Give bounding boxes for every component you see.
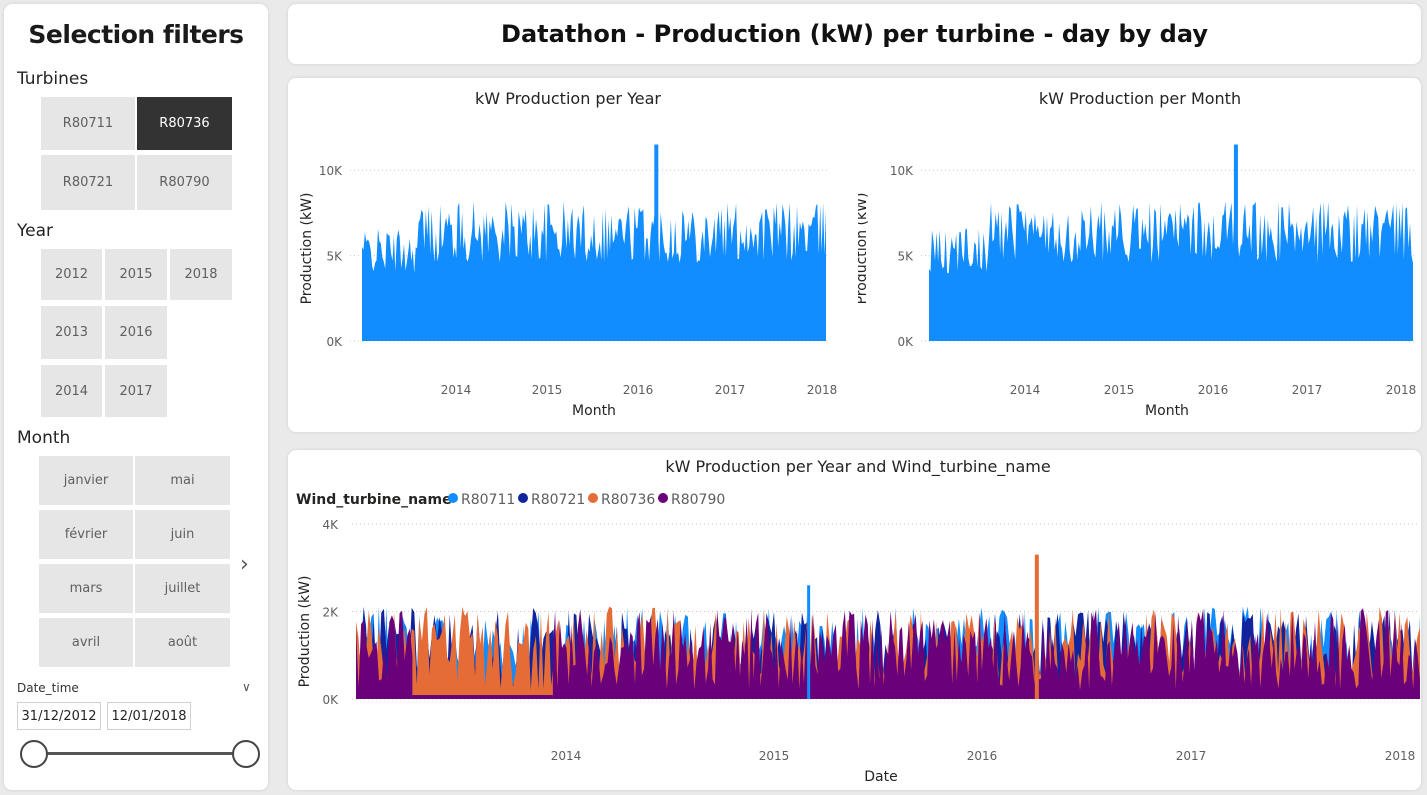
x-tick-label: 2014 [441,383,472,397]
month-tile-aout[interactable]: août [135,618,230,667]
y-tick-label: 0K [322,693,339,707]
x-tick-label: 2015 [759,749,790,763]
date-slider-track[interactable] [34,752,246,755]
month-tile-juillet[interactable]: juillet [135,564,230,613]
x-axis-label: Month [572,403,616,419]
date-slider-start-handle[interactable] [20,740,48,768]
y-axis-label: Production (kW) [299,193,315,305]
y-tick-label: 10K [319,164,343,178]
x-tick-label: 2015 [532,383,563,397]
legend-title: Wind_turbine_name [296,492,452,508]
x-tick-label: 2017 [715,383,746,397]
legend-marker[interactable] [518,493,528,503]
date-time-label: Date_time [17,681,79,695]
legend-label: R80711 [461,492,515,508]
chart-title: kW Production per Year and Wind_turbine_… [665,457,1050,477]
year-tile-2013[interactable]: 2013 [41,306,102,359]
legend-marker[interactable] [658,493,668,503]
production-area[interactable] [929,201,1413,341]
bottom-chart-card: kW Production per Year and Wind_turbine_… [288,450,1421,790]
turbines-label: Turbines [17,69,89,89]
y-tick-label: 4K [322,518,339,532]
x-tick-label: 2017 [1176,749,1207,763]
series-peak-r80711[interactable] [807,585,811,699]
month-label: Month [17,428,71,448]
x-tick-label: 2015 [1104,383,1135,397]
x-tick-label: 2016 [623,383,654,397]
date-start-field[interactable]: 31/12/2012 [17,702,101,730]
y-axis-label: Production (kW) [297,576,313,688]
x-tick-label: 2014 [551,749,582,763]
y-tick-label: 0K [897,335,914,349]
top-charts-card: kW Production per Year 0K 5K 10K 2014 2015 201… [288,78,1421,432]
turbine-tile-r80790[interactable]: R80790 [137,155,232,210]
year-tile-2015[interactable]: 2015 [105,249,167,300]
legend-label: R80790 [671,492,725,508]
filters-panel: Selection filters Turbines R80711 R80736… [4,4,268,790]
x-axis-label: Month [1145,403,1189,419]
chart-title: kW Production per Year [475,89,661,108]
y-tick-label: 5K [326,250,343,264]
year-label: Year [17,221,53,241]
legend-label: R80736 [601,492,655,508]
x-tick-label: 2018 [807,383,838,397]
month-tile-mai[interactable]: mai [135,456,230,505]
chart-production-per-year[interactable]: kW Production per Year 0K 5K 10K 2014 2015 201… [288,78,858,432]
year-tile-2018[interactable]: 2018 [170,249,232,300]
turbine-tile-r80736[interactable]: R80736 [137,97,232,150]
page-title: Datathon - Production (kW) per turbine -… [501,20,1208,48]
x-axis-label: Date [864,769,897,785]
production-peak[interactable] [1233,144,1238,341]
x-tick-label: 2016 [967,749,998,763]
filters-title: Selection filters [28,20,244,49]
title-card: Datathon - Production (kW) per turbine -… [288,4,1421,64]
chart-production-by-turbine[interactable]: kW Production per Year and Wind_turbine_… [288,450,1421,790]
date-slider-end-handle[interactable] [232,740,260,768]
series-area-r80790[interactable] [552,608,1420,699]
date-end-field[interactable]: 12/01/2018 [107,702,191,730]
chevron-right-icon[interactable]: › [240,552,249,577]
production-peak[interactable] [654,144,659,341]
turbine-tile-r80711[interactable]: R80711 [41,97,135,150]
turbine-tile-r80721[interactable]: R80721 [41,155,135,210]
x-tick-label: 2018 [1386,383,1417,397]
year-tile-2014[interactable]: 2014 [41,365,102,417]
x-tick-label: 2014 [1010,383,1041,397]
legend-label: R80721 [531,492,585,508]
y-axis-label: Production (kW) [858,193,870,305]
production-area[interactable] [362,201,826,341]
y-tick-label: 2K [322,606,339,620]
year-tile-2017[interactable]: 2017 [105,365,167,417]
series-baseline-r80790 [412,695,553,699]
chart-title: kW Production per Month [1039,89,1241,108]
chart-production-per-month[interactable]: kW Production per Month 0K 5K 10K 2014 2015 20… [858,78,1421,432]
y-tick-label: 5K [897,250,914,264]
month-tile-fevrier[interactable]: février [39,510,133,559]
x-tick-label: 2016 [1198,383,1229,397]
month-tile-mars[interactable]: mars [39,564,133,613]
year-tile-2012[interactable]: 2012 [41,249,102,300]
series-peak-r80736[interactable] [1034,554,1039,699]
chevron-down-icon[interactable]: ∨ [242,680,251,694]
y-tick-label: 0K [326,335,343,349]
month-tile-avril[interactable]: avril [39,618,133,667]
legend-marker[interactable] [588,493,598,503]
x-tick-label: 2018 [1385,749,1416,763]
y-tick-label: 10K [890,164,914,178]
series-area-r80790[interactable] [356,610,413,699]
month-tile-janvier[interactable]: janvier [39,456,133,505]
year-tile-2016[interactable]: 2016 [105,306,167,359]
month-tile-juin[interactable]: juin [135,510,230,559]
x-tick-label: 2017 [1292,383,1323,397]
legend-marker[interactable] [448,493,458,503]
